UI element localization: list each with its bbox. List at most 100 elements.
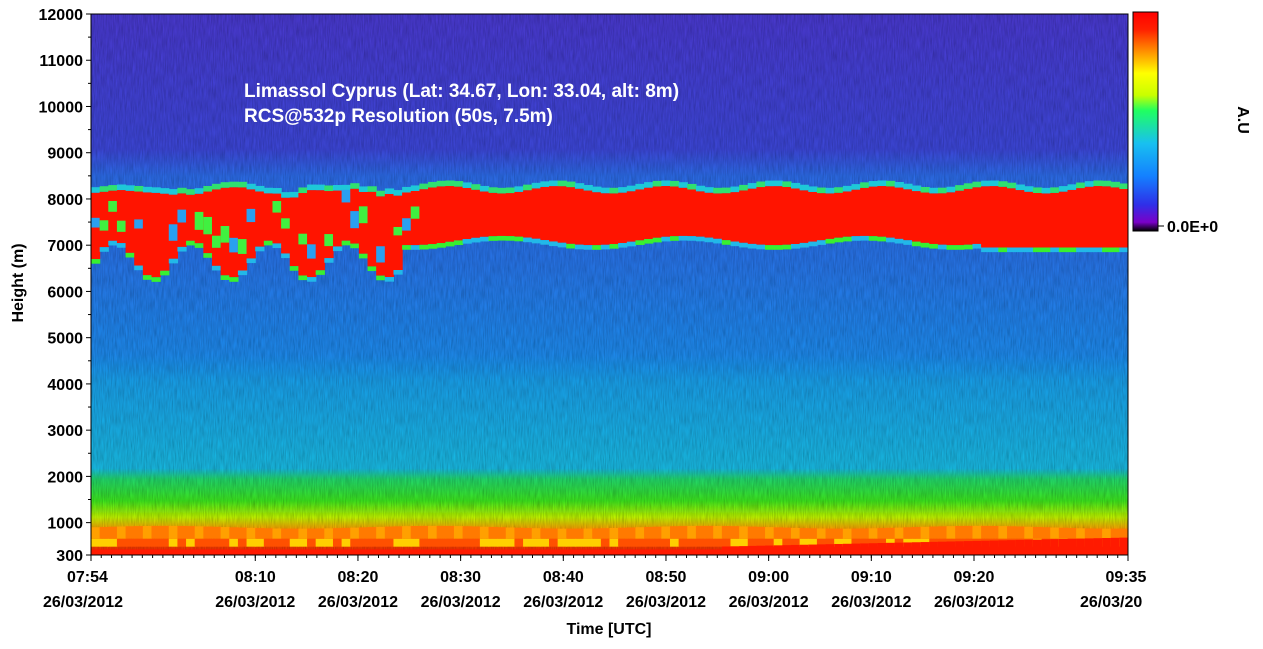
surface-layer-cell <box>946 526 956 539</box>
surface-layer-cell <box>739 538 749 547</box>
cloud-edge <box>842 236 853 242</box>
cloud-edge <box>523 184 533 191</box>
cloud-edge <box>255 246 265 252</box>
cloud-edge <box>972 181 982 188</box>
surface-layer-cell <box>168 525 179 539</box>
surface-layer-cell <box>479 538 490 547</box>
surface-layer-cell <box>635 549 645 555</box>
cloud-cell <box>592 192 602 246</box>
surface-layer-cell <box>704 525 714 539</box>
cloud-cell <box>376 196 386 276</box>
cloud-edge <box>816 187 827 194</box>
surface-layer-cell <box>142 525 153 539</box>
cloud-cell <box>229 187 239 278</box>
surface-layer-cell <box>1119 528 1128 539</box>
surface-layer-cell <box>1102 538 1112 555</box>
surface-layer-cell <box>505 549 516 555</box>
cloud-cell <box>989 186 999 248</box>
cloud-edge <box>263 187 274 194</box>
surface-layer-cell <box>747 538 758 547</box>
cloud-edge <box>505 236 516 241</box>
surface-layer-cell <box>825 544 835 555</box>
cloud-edge <box>1032 187 1043 193</box>
cloud-edge <box>911 241 922 247</box>
y-axis: 300 1000 2000 3000 4000 5000 6000 7000 8000 9000 1… <box>39 7 91 565</box>
surface-layer-cell <box>566 528 576 539</box>
surface-layer-cell <box>540 538 550 547</box>
cloud-edge <box>471 237 481 243</box>
surface-layer-cell <box>324 528 334 539</box>
cloud-cell <box>583 190 593 246</box>
cloud-edge <box>142 186 153 193</box>
surface-layer-cell <box>453 538 464 547</box>
surface-layer-cell <box>773 545 783 555</box>
cloud-edge <box>652 237 662 243</box>
cloud-edge <box>367 186 377 192</box>
surface-layer-cell <box>315 538 325 547</box>
surface-layer-cell <box>246 549 256 555</box>
surface-layer-cell <box>989 525 999 539</box>
cloud-edge <box>1084 247 1095 253</box>
cloud-edge <box>963 183 974 189</box>
cloud-edge <box>618 242 628 248</box>
surface-layer-cell <box>91 549 101 555</box>
surface-layer-cell <box>937 526 948 539</box>
y-tick-label: 300 <box>56 548 83 565</box>
cloud-edge <box>860 235 870 241</box>
cloud-edge <box>808 186 818 192</box>
cloud-edge <box>644 238 654 244</box>
surface-layer-cell <box>376 549 386 555</box>
heatmap-blocks <box>91 180 1128 555</box>
cloud-cell <box>609 193 619 245</box>
surface-layer-cell <box>160 525 170 539</box>
cloud-cell <box>946 192 956 246</box>
surface-layer-cell <box>255 549 265 555</box>
surface-layer-cell <box>341 549 351 555</box>
surface-layer-cell <box>834 528 844 539</box>
cloud-edge <box>177 187 187 194</box>
surface-layer-cell <box>860 543 870 555</box>
cloud-edge <box>635 183 645 190</box>
surface-layer-cell <box>816 538 827 547</box>
surface-layer-cell <box>773 527 783 539</box>
cloud-cell <box>289 197 299 267</box>
cloud-edge <box>151 277 161 282</box>
cloud-edge <box>488 236 498 241</box>
surface-layer-cell <box>462 549 472 555</box>
cloud-edge <box>963 244 974 250</box>
surface-layer-cell <box>531 538 541 547</box>
surface-layer-cell <box>497 549 507 555</box>
cloud-edge <box>211 183 222 190</box>
surface-layer-cell <box>402 549 412 555</box>
surface-layer-cell <box>721 538 732 547</box>
cloud-hole <box>246 208 256 223</box>
surface-layer-cell <box>669 526 680 539</box>
cloud-edge <box>134 265 144 271</box>
surface-layer-cell <box>600 528 611 539</box>
cloud-cell <box>678 187 688 236</box>
surface-layer-cell <box>237 538 248 547</box>
cloud-cell <box>1015 190 1025 248</box>
cloud-cell <box>324 191 334 259</box>
surface-layer-cell <box>531 528 541 539</box>
cloud-edge <box>790 182 801 189</box>
surface-layer-cell <box>600 549 611 555</box>
surface-layer-cell <box>540 528 550 539</box>
cloud-edge <box>989 180 999 187</box>
cloud-edge <box>272 188 282 194</box>
surface-layer-cell <box>937 541 948 555</box>
surface-layer-cell <box>255 538 265 547</box>
surface-layer-cell <box>263 538 274 547</box>
cloud-edge <box>1041 247 1051 253</box>
cloud-edge <box>937 187 948 194</box>
x-tick-time: 08:30 <box>440 569 481 586</box>
cloud-edge <box>272 243 282 249</box>
cloud-cell <box>151 192 161 278</box>
cloud-cell <box>1041 193 1051 248</box>
cloud-edge <box>695 185 706 192</box>
cloud-edge <box>834 187 844 193</box>
cloud-edge <box>583 245 593 250</box>
cloud-edge <box>730 241 740 247</box>
cloud-cell <box>540 186 550 241</box>
colorbar-ticks: 7.0E+66.0E+64.0E+62.0E+60.0E+0 <box>1158 219 1218 236</box>
